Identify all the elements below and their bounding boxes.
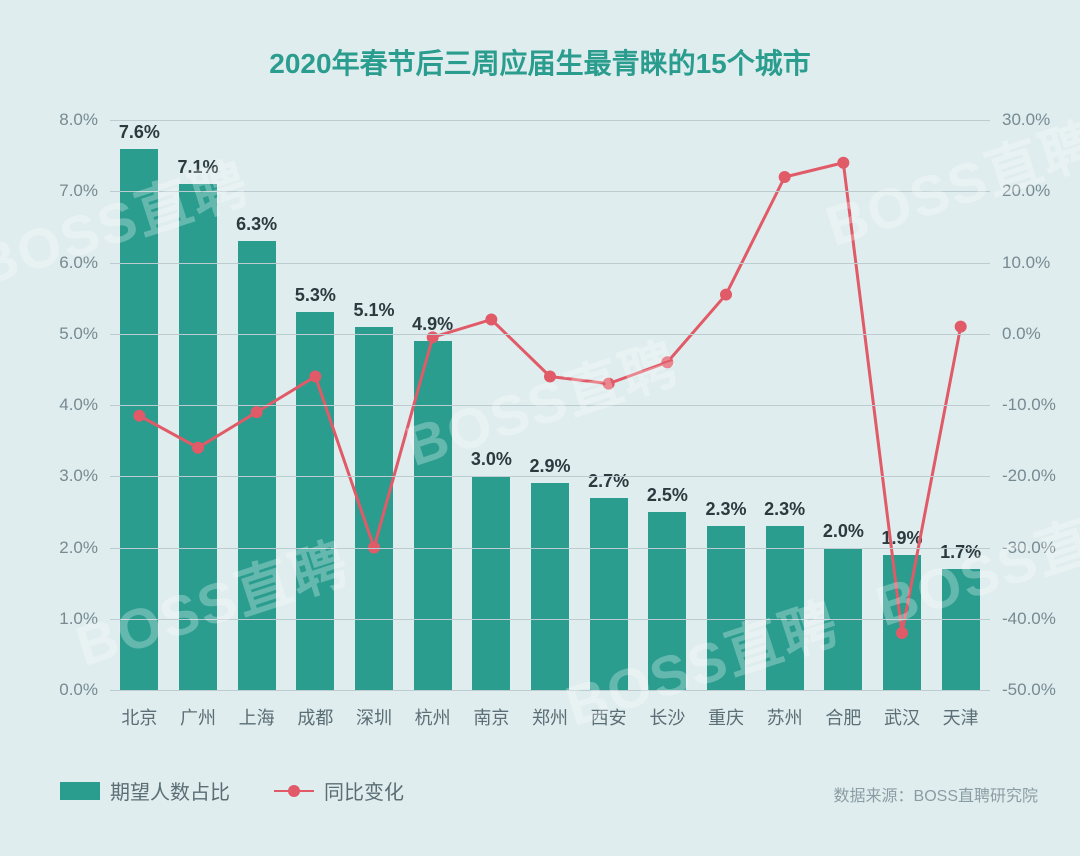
data-source: 数据来源：BOSS直聘研究院 [834, 782, 1038, 806]
x-category-label: 武汉 [884, 704, 920, 730]
y-right-tick-label: -20.0% [990, 466, 1056, 486]
x-category-label: 郑州 [532, 704, 568, 730]
x-category-label: 北京 [121, 704, 157, 730]
legend: 期望人数占比 同比变化 [60, 776, 404, 805]
x-category-label: 成都 [297, 704, 333, 730]
line-marker [896, 627, 908, 639]
y-left-tick-label: 3.0% [59, 466, 110, 486]
line-marker [309, 371, 321, 383]
x-category-label: 合肥 [825, 704, 861, 730]
y-right-tick-label: -40.0% [990, 609, 1056, 629]
source-text: BOSS直聘研究院 [914, 788, 1038, 805]
y-right-tick-label: -10.0% [990, 395, 1056, 415]
legend-line-dot-icon [288, 785, 300, 797]
grid-line [110, 619, 990, 620]
x-category-label: 苏州 [767, 704, 803, 730]
legend-item-line: 同比变化 [274, 776, 404, 805]
chart-container: 2020年春节后三周应届生最青睐的15个城市 7.6%北京7.1%广州6.3%上… [0, 0, 1080, 856]
line-marker [955, 321, 967, 333]
plot-area: 7.6%北京7.1%广州6.3%上海5.3%成都5.1%深圳4.9%杭州3.0%… [110, 120, 990, 690]
line-marker [603, 378, 615, 390]
x-category-label: 深圳 [356, 704, 392, 730]
legend-bar-label: 期望人数占比 [110, 776, 230, 805]
x-category-label: 杭州 [415, 704, 451, 730]
y-right-tick-label: -30.0% [990, 538, 1056, 558]
x-category-label: 重庆 [708, 704, 744, 730]
y-right-tick-label: 30.0% [990, 110, 1050, 130]
line-marker [133, 410, 145, 422]
source-prefix: 数据来源： [834, 788, 914, 805]
y-right-tick-label: 20.0% [990, 181, 1050, 201]
y-left-tick-label: 6.0% [59, 253, 110, 273]
legend-line-label: 同比变化 [324, 776, 404, 805]
line-marker [661, 356, 673, 368]
x-category-label: 上海 [239, 704, 275, 730]
y-left-tick-label: 1.0% [59, 609, 110, 629]
x-category-label: 长沙 [649, 704, 685, 730]
y-left-tick-label: 2.0% [59, 538, 110, 558]
y-right-tick-label: -50.0% [990, 680, 1056, 700]
line-marker [544, 371, 556, 383]
legend-item-bars: 期望人数占比 [60, 776, 230, 805]
legend-swatch-line [274, 790, 314, 792]
line-marker [192, 442, 204, 454]
grid-line [110, 263, 990, 264]
line-marker [251, 406, 263, 418]
legend-swatch-bar [60, 782, 100, 800]
chart-title: 2020年春节后三周应届生最青睐的15个城市 [0, 42, 1080, 82]
grid-line [110, 191, 990, 192]
line-marker [485, 314, 497, 326]
line-marker [779, 171, 791, 183]
line-marker [720, 289, 732, 301]
y-left-tick-label: 0.0% [59, 680, 110, 700]
x-category-label: 广州 [180, 704, 216, 730]
y-left-tick-label: 5.0% [59, 324, 110, 344]
y-left-tick-label: 8.0% [59, 110, 110, 130]
y-left-tick-label: 4.0% [59, 395, 110, 415]
grid-line [110, 476, 990, 477]
grid-line [110, 690, 990, 691]
x-category-label: 西安 [591, 704, 627, 730]
y-right-tick-label: 10.0% [990, 253, 1050, 273]
x-category-label: 天津 [943, 704, 979, 730]
grid-line [110, 405, 990, 406]
line-path [139, 163, 960, 633]
grid-line [110, 334, 990, 335]
y-left-tick-label: 7.0% [59, 181, 110, 201]
x-category-label: 南京 [473, 704, 509, 730]
y-right-tick-label: 0.0% [990, 324, 1041, 344]
grid-line [110, 120, 990, 121]
grid-line [110, 548, 990, 549]
line-marker [837, 157, 849, 169]
